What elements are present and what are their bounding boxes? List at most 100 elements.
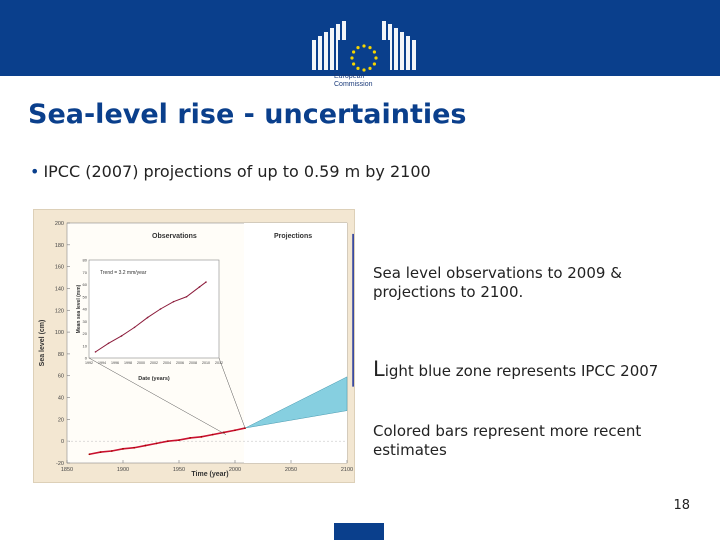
panel-label-projections: Projections [274, 233, 312, 240]
note-colored-bars: Colored bars represent more recent estim… [373, 422, 642, 459]
inset-x-tick-label: 2002 [150, 361, 158, 365]
y-tick-label: 80 [58, 352, 64, 358]
y-tick-label: 40 [58, 396, 64, 402]
estimate-bar [352, 233, 354, 387]
panel-label-observations: Observations [152, 233, 197, 240]
projections-panel [244, 223, 347, 463]
logo-star-icon [350, 56, 354, 60]
observation-point [122, 447, 124, 450]
observation-point [155, 442, 158, 445]
inset-x-tick-label: 2008 [189, 361, 197, 365]
inset-y-tick-label: 40 [83, 307, 88, 312]
logo-text-line1: European [334, 73, 365, 80]
inset-point [107, 342, 110, 345]
slide-title: Sea-level rise - uncertainties [28, 99, 467, 130]
inset-point [94, 351, 97, 353]
y-tick-label: 20 [58, 417, 64, 423]
logo-star-icon [368, 66, 372, 70]
inset-x-tick-label: 1992 [85, 361, 93, 365]
observation-point [110, 450, 113, 452]
inset-point [205, 281, 207, 283]
inset-point [198, 286, 201, 288]
page-number: 18 [673, 498, 690, 513]
inset-y-tick-label: 20 [83, 331, 88, 336]
x-tick-label: 1850 [61, 467, 73, 473]
logo-star-icon [372, 50, 376, 54]
x-tick-label: 1900 [117, 467, 129, 473]
observation-point [133, 446, 136, 449]
note-observations: Sea level observations to 2009 & project… [373, 264, 622, 301]
inset-x-tick-label: 2000 [137, 361, 145, 365]
logo-star-icon [368, 46, 372, 50]
european-commission-logo [312, 21, 416, 78]
inset-point [172, 300, 175, 303]
logo-star-icon [362, 44, 366, 48]
observation-point [211, 433, 214, 436]
bullet-item: • IPCC (2007) projections of up to 0.59 m… [30, 162, 431, 181]
inset-y-tick-label: 0 [85, 356, 88, 361]
inset-y-tick-label: 10 [83, 343, 88, 348]
y-tick-label: 140 [55, 286, 64, 292]
observation-point [88, 453, 91, 456]
x-tick-label: 2100 [341, 467, 353, 473]
observation-point [200, 435, 203, 438]
bullet-dot-icon: • [30, 162, 40, 181]
inset-x-tick-label: 1998 [124, 361, 132, 365]
y-tick-label: 120 [55, 308, 64, 314]
footer-flag [334, 523, 384, 540]
observation-point [166, 440, 169, 443]
inset-trend-annotation: Trend = 3.2 mm/year [100, 270, 147, 276]
inset-y-tick-label: 50 [83, 294, 88, 299]
logo-star-icon [356, 66, 360, 70]
inset-y-tick-label: 80 [83, 258, 88, 263]
inset-x-tick-label: 2006 [176, 361, 184, 365]
observation-point [144, 444, 147, 447]
logo-star-icon [372, 62, 376, 66]
inset-y-tick-label: 60 [83, 282, 88, 287]
inset-point [133, 326, 136, 329]
inset-series-line [95, 281, 207, 353]
x-tick-label: 2050 [285, 467, 297, 473]
inset-point [120, 335, 123, 337]
inset-x-tick-label: 1994 [98, 361, 106, 365]
inset-x-tick-label: 2004 [163, 361, 171, 365]
logo-text: European Commission [334, 73, 373, 89]
x-axis-label: Time (year) [191, 471, 228, 478]
y-tick-label: 60 [58, 374, 64, 380]
observation-point [244, 427, 246, 429]
y-tick-label: 160 [55, 265, 64, 271]
note-ipcc-zone: Light blue zone represents IPCC 2007 [373, 357, 703, 381]
inset-x-tick-label: 2012 [215, 361, 223, 365]
x-tick-label: 2000 [229, 467, 241, 473]
inset-y-axis-label: Mean sea level (mm) [76, 284, 82, 333]
observation-point [99, 451, 102, 453]
observation-point [189, 437, 192, 439]
logo-star-icon [362, 68, 366, 72]
logo-star-icon [352, 62, 356, 66]
logo-star-icon [356, 46, 360, 50]
observation-point [234, 429, 236, 432]
inset-x-tick-label: 1996 [111, 361, 119, 365]
y-tick-label: 180 [55, 243, 64, 249]
y-tick-label: -20 [56, 461, 64, 467]
ipcc-projection-zone [244, 376, 348, 429]
y-axis-label: Sea level (cm) [39, 320, 46, 367]
x-tick-label: 1950 [173, 467, 185, 473]
bullet-text: IPCC (2007) projections of up to 0.59 m … [43, 162, 431, 181]
logo-text-line2: Commission [334, 81, 373, 88]
note-ipcc-first-letter: L [373, 357, 385, 381]
inset-connector-line [88, 357, 227, 435]
inset-connector-line [218, 357, 246, 429]
inset-point [185, 295, 188, 298]
observation-point [178, 439, 180, 441]
inset-point [159, 308, 162, 310]
inset-x-tick-label: 2010 [202, 361, 210, 365]
y-tick-label: 0 [61, 439, 64, 445]
inset-y-tick-label: 70 [83, 270, 88, 275]
inset-point [146, 316, 149, 319]
y-tick-label: 100 [55, 330, 64, 336]
inset-x-axis-label: Date (years) [138, 376, 170, 382]
logo-star-icon [352, 50, 356, 54]
logo-star-icon [374, 56, 378, 60]
